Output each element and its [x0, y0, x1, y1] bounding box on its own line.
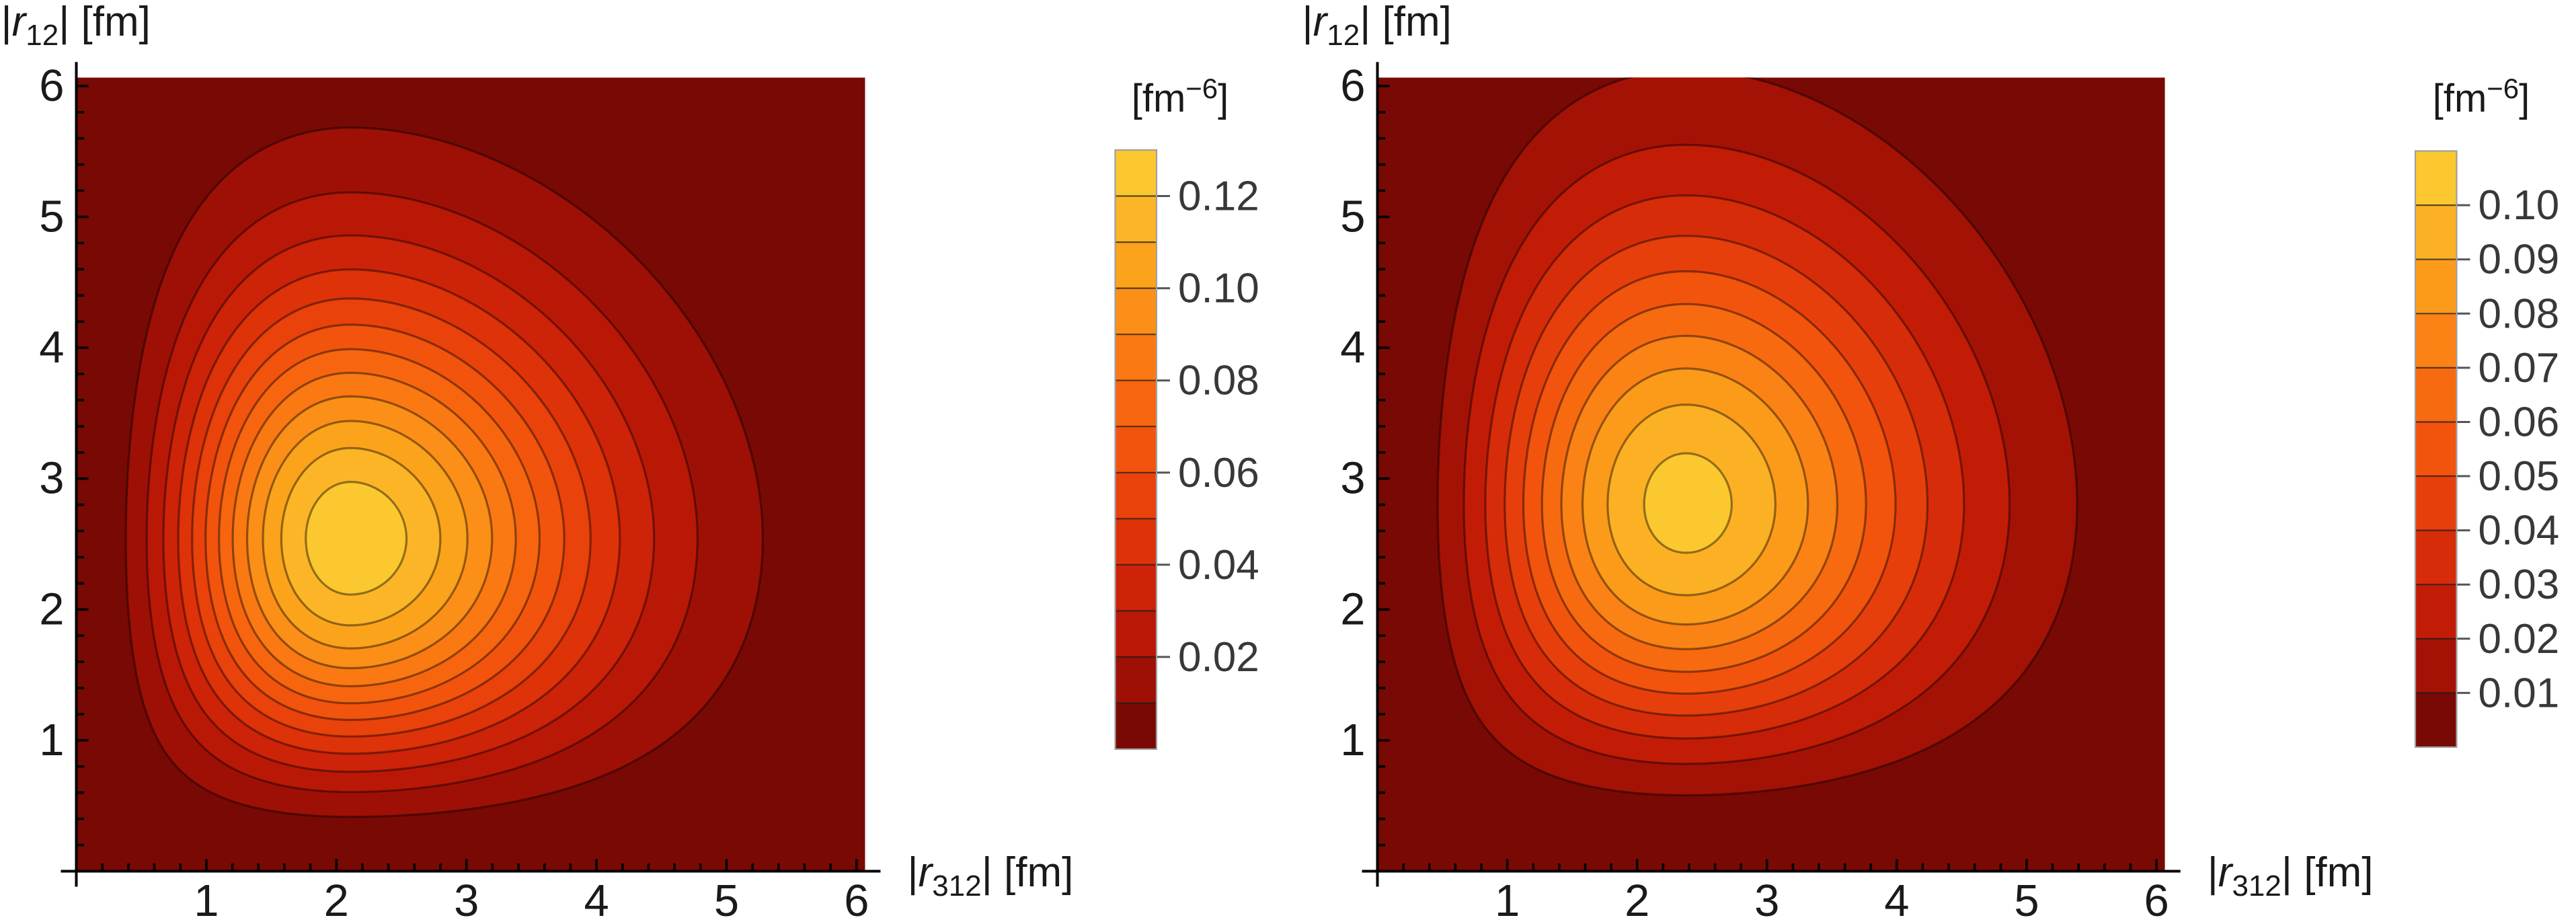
svg-text:3: 3 — [1340, 453, 1365, 504]
svg-text:3: 3 — [1754, 876, 1779, 924]
svg-text:3: 3 — [39, 453, 64, 504]
svg-text:4: 4 — [1340, 322, 1365, 373]
svg-text:2: 2 — [1625, 876, 1649, 924]
svg-text:0.12: 0.12 — [1178, 174, 1259, 220]
svg-text:0.10: 0.10 — [2479, 182, 2560, 229]
svg-text:4: 4 — [39, 322, 64, 373]
svg-text:|r312| [fm]: |r312| [fm] — [2208, 849, 2374, 902]
svg-text:6: 6 — [1340, 61, 1365, 111]
svg-text:0.08: 0.08 — [1178, 358, 1259, 404]
svg-text:0.06: 0.06 — [1178, 450, 1259, 496]
svg-text:0.07: 0.07 — [2479, 345, 2560, 391]
svg-text:6: 6 — [39, 61, 64, 111]
svg-text:5: 5 — [2014, 876, 2039, 924]
svg-text:1: 1 — [1340, 715, 1365, 765]
svg-text:0.06: 0.06 — [2479, 399, 2560, 446]
svg-text:0.04: 0.04 — [1178, 542, 1259, 588]
svg-text:0.09: 0.09 — [2479, 237, 2560, 283]
svg-text:|r12| [fm]: |r12| [fm] — [1, 0, 151, 52]
svg-text:0.02: 0.02 — [1178, 634, 1259, 681]
svg-text:0.02: 0.02 — [2479, 616, 2560, 662]
svg-text:1: 1 — [1495, 876, 1520, 924]
svg-text:5: 5 — [1340, 192, 1365, 242]
svg-text:0.01: 0.01 — [2479, 670, 2560, 716]
svg-text:5: 5 — [714, 876, 739, 924]
svg-text:2: 2 — [324, 876, 349, 924]
svg-text:0.04: 0.04 — [2479, 508, 2560, 554]
svg-text:2: 2 — [1340, 584, 1365, 634]
svg-text:5: 5 — [39, 192, 64, 242]
svg-text:0.05: 0.05 — [2479, 453, 2560, 500]
svg-text:6: 6 — [844, 876, 869, 924]
svg-text:2: 2 — [39, 584, 64, 634]
svg-text:[fm−6]: [fm−6] — [1132, 73, 1229, 120]
svg-text:6: 6 — [2144, 876, 2169, 924]
svg-text:4: 4 — [584, 876, 609, 924]
svg-text:|r12| [fm]: |r12| [fm] — [1302, 0, 1452, 52]
svg-text:1: 1 — [39, 715, 64, 765]
svg-text:[fm−6]: [fm−6] — [2433, 73, 2530, 120]
svg-text:0.10: 0.10 — [1178, 266, 1259, 312]
svg-text:|r312| [fm]: |r312| [fm] — [908, 849, 1074, 902]
svg-text:0.08: 0.08 — [2479, 291, 2560, 337]
svg-text:1: 1 — [194, 876, 219, 924]
svg-text:0.03: 0.03 — [2479, 562, 2560, 608]
svg-text:3: 3 — [454, 876, 479, 924]
svg-text:4: 4 — [1884, 876, 1909, 924]
